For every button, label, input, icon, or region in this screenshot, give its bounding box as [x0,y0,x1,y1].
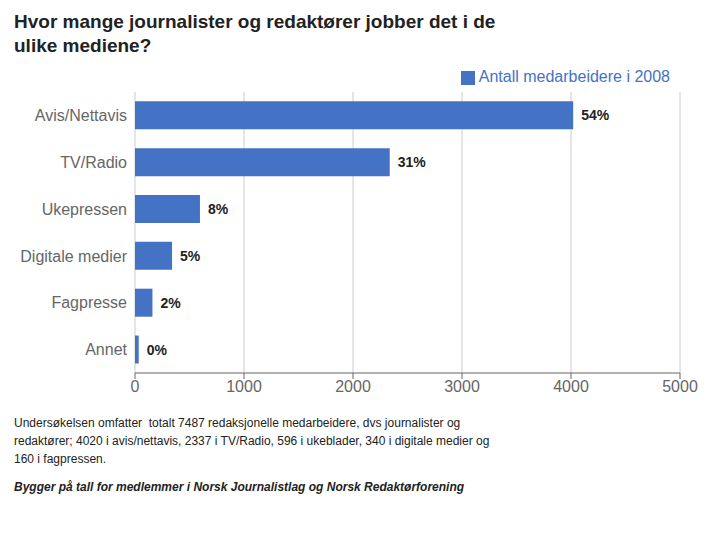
html-text:160 i fagpressen.: 160 i fagpressen. [14,452,107,466]
svg-text:Fagpresse: Fagpresse [51,294,127,311]
svg-text:2000: 2000 [335,378,371,395]
svg-text:0: 0 [131,378,140,395]
svg-text:5%: 5% [180,248,201,264]
html-text:Undersøkelsen omfatter totalt: Undersøkelsen omfatter totalt 7487 redak… [14,416,461,430]
svg-text:54%: 54% [581,107,610,123]
html-text:Bygger på tall for medlemmer i: Bygger på tall for medlemmer i Norsk Jou… [14,480,465,494]
html-text:redaktører; 4020 i avis/nettav: redaktører; 4020 i avis/nettavis, 2337 i… [14,434,490,448]
html-text:Antall medarbeidere i 2008: Antall medarbeidere i 2008 [478,68,670,85]
svg-text:31%: 31% [398,154,427,170]
svg-text:8%: 8% [208,201,229,217]
svg-text:1000: 1000 [226,378,262,395]
svg-text:2%: 2% [160,295,181,311]
svg-text:Ukepressen: Ukepressen [42,201,127,218]
svg-text:5000: 5000 [662,378,698,395]
svg-text:0%: 0% [147,342,168,358]
svg-text:3000: 3000 [444,378,480,395]
svg-text:Digitale medier: Digitale medier [20,248,127,265]
svg-text:Avis/Nettavis: Avis/Nettavis [35,107,127,124]
svg-text:TV/Radio: TV/Radio [60,154,127,171]
html-text:Hvor mange journalister og red: Hvor mange journalister og redaktører jo… [14,11,496,56]
svg-text:4000: 4000 [553,378,589,395]
svg-text:Annet: Annet [85,341,127,358]
